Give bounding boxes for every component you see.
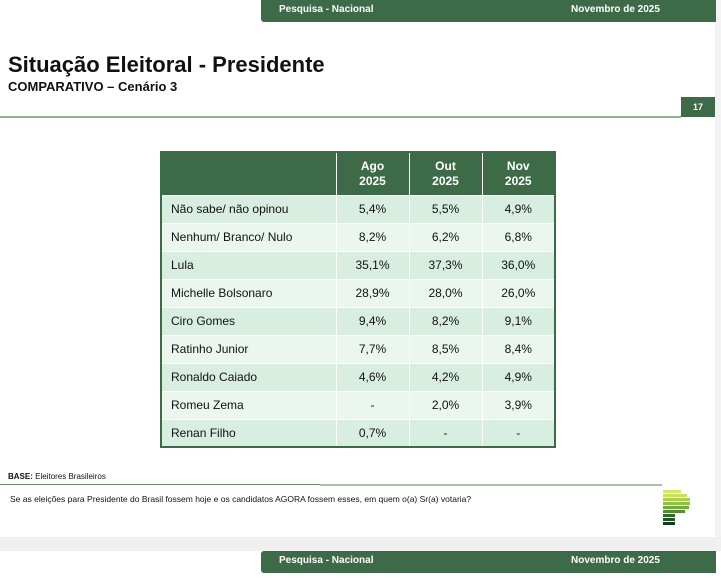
row-value: 36,0% [481,250,556,280]
edge-strip [715,0,721,537]
row-value: 37,3% [408,250,483,280]
row-value: 8,2% [408,306,483,336]
results-table: Ago 2025 Out 2025 Nov 2025 Não sabe/ não… [160,151,556,448]
row-value: 8,2% [335,222,410,252]
row-value: 6,2% [408,222,483,252]
header-date: Novembro de 2025 [571,4,660,15]
row-label: Romeu Zema [160,390,337,420]
footer-bar: Pesquisa - Nacional Novembro de 2025 [261,551,716,573]
row-value: 5,4% [335,194,410,224]
row-value: 7,7% [335,334,410,364]
col-header: Nov 2025 [481,152,556,196]
row-value: 2,0% [408,390,483,420]
divider-accent [320,484,662,486]
table-row: Nenhum/ Branco/ Nulo 8,2% 6,2% 6,8% [160,222,556,252]
row-value: 4,9% [481,194,556,224]
row-label: Nenhum/ Branco/ Nulo [160,222,337,252]
table-row: Michelle Bolsonaro 28,9% 28,0% 26,0% [160,278,556,308]
table-row: Ratinho Junior 7,7% 8,5% 8,4% [160,334,556,364]
base-value: Eleitores Brasileiros [35,472,106,481]
table-row: Ronaldo Caiado 4,6% 4,2% 4,9% [160,362,556,392]
divider [0,116,681,118]
row-value: 4,9% [481,362,556,392]
row-label: Renan Filho [160,418,337,448]
row-value: - [335,390,410,420]
row-value: 0,7% [335,418,410,448]
row-value: 9,1% [481,306,556,336]
row-label: Ratinho Junior [160,334,337,364]
page-subtitle: COMPARATIVO – Cenário 3 [8,79,178,94]
row-value: 4,2% [408,362,483,392]
row-value: - [408,418,483,448]
row-value: 4,6% [335,362,410,392]
logo-icon [663,490,690,525]
table-row: Renan Filho 0,7% - - [160,418,556,448]
base-note: BASE: Eleitores Brasileiros [8,472,106,481]
row-value: 3,9% [481,390,556,420]
header-survey: Pesquisa - Nacional [279,4,374,15]
row-value: 28,9% [335,278,410,308]
row-value: - [481,418,556,448]
row-label: Ciro Gomes [160,306,337,336]
table-row: Romeu Zema -2,0% 3,9% [160,390,556,420]
header-bar: Pesquisa - Nacional Novembro de 2025 [261,0,716,22]
table-row: Não sabe/ não opinou 5,4% 5,5% 4,9% [160,194,556,224]
col-header: Ago 2025 [335,152,410,196]
col-header: Out 2025 [408,152,483,196]
row-value: 8,5% [408,334,483,364]
row-value: 8,4% [481,334,556,364]
row-label: Michelle Bolsonaro [160,278,337,308]
row-value: 35,1% [335,250,410,280]
footer-date: Novembro de 2025 [571,555,660,566]
page-title: Situação Eleitoral - Presidente [8,52,325,77]
row-value: 26,0% [481,278,556,308]
page-number: 17 [681,97,715,117]
table-row: Ciro Gomes 9,4% 8,2% 9,1% [160,306,556,336]
row-value: 9,4% [335,306,410,336]
row-value: 5,5% [408,194,483,224]
header-blank [160,152,337,196]
question-text: Se as eleições para Presidente do Brasil… [10,494,472,504]
row-label: Não sabe/ não opinou [160,194,337,224]
footer-survey: Pesquisa - Nacional [279,555,374,566]
footer-band [0,537,721,551]
row-value: 28,0% [408,278,483,308]
row-value: 6,8% [481,222,556,252]
row-label: Ronaldo Caiado [160,362,337,392]
table-header: Ago 2025 Out 2025 Nov 2025 [160,152,556,196]
base-label: BASE: [8,472,33,481]
table-row: Lula 35,1% 37,3% 36,0% [160,250,556,280]
row-label: Lula [160,250,337,280]
